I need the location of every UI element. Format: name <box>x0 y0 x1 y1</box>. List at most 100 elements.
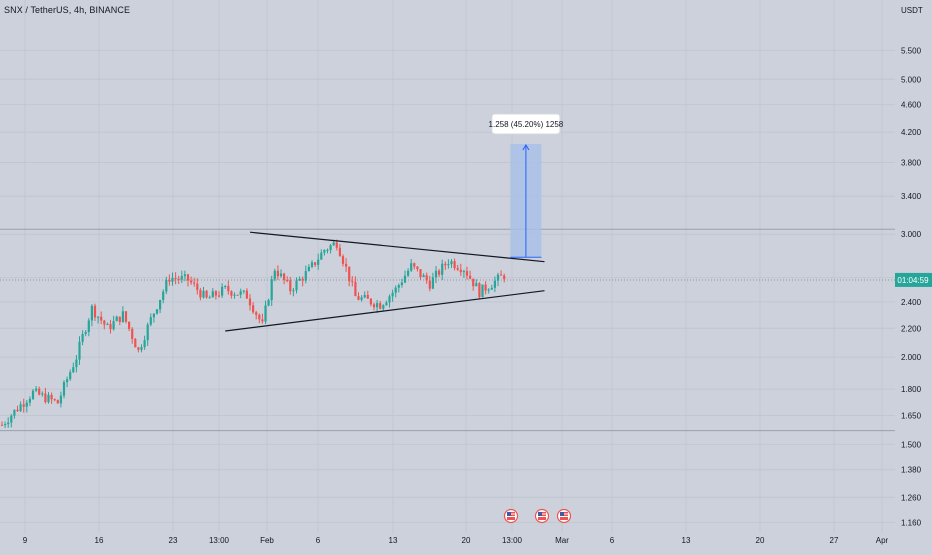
us-flag-icon[interactable] <box>503 508 519 524</box>
candle-body <box>81 334 84 342</box>
candle-body <box>279 273 283 277</box>
candle-body <box>47 394 50 403</box>
candle-body <box>245 290 248 299</box>
time-tick-label: 16 <box>95 536 104 545</box>
countdown-badge <box>895 272 932 287</box>
candle-body <box>186 274 190 281</box>
time-tick-label: 13 <box>682 536 691 545</box>
candle-body <box>363 294 366 298</box>
candle-body <box>450 261 453 265</box>
candle-body <box>118 316 121 322</box>
candle-body <box>242 290 245 292</box>
candle-body <box>134 338 137 348</box>
candle-body <box>484 284 487 291</box>
candle-body <box>239 291 242 295</box>
candle-body <box>62 382 66 396</box>
candle-body <box>298 278 301 281</box>
candle-body <box>273 270 276 280</box>
us-flag-canton <box>507 512 511 516</box>
candle-body <box>137 347 140 350</box>
candle-body <box>391 292 394 297</box>
candle-body <box>413 263 416 267</box>
candle-body <box>338 247 341 257</box>
candle-body <box>202 290 205 298</box>
price-axis[interactable]: 5.5005.0004.6004.2003.8003.4003.0002.600… <box>895 46 932 527</box>
candle-body <box>428 280 431 289</box>
candle-body <box>372 304 376 308</box>
time-tick-label: Apr <box>876 536 889 545</box>
candle-body <box>438 270 441 275</box>
candle-body <box>177 278 180 280</box>
candle-body <box>208 297 211 299</box>
candle-body <box>0 424 4 426</box>
candle-body <box>326 249 329 251</box>
candle-body <box>410 263 413 271</box>
candle-body <box>348 266 351 282</box>
candle-body <box>131 328 134 339</box>
candle-body <box>332 242 335 246</box>
candle-body <box>190 280 193 283</box>
time-tick-label: 20 <box>462 536 471 545</box>
candle-body <box>307 266 310 272</box>
candle-body <box>100 316 103 321</box>
us-flag-icon[interactable] <box>534 508 550 524</box>
measure-arrow-head <box>522 143 530 151</box>
candle-body <box>149 317 152 325</box>
candle-body <box>16 409 19 412</box>
candle-body <box>314 262 317 265</box>
candle-body <box>211 291 214 298</box>
countdown-label: 01:04:59 <box>897 276 929 285</box>
candle-body <box>490 287 493 290</box>
candle-body <box>289 280 292 292</box>
candle-body <box>496 274 500 281</box>
candle-body <box>221 286 224 296</box>
candle-body <box>10 415 13 423</box>
candle-body <box>264 305 267 322</box>
candle-body <box>140 347 143 350</box>
candle-body <box>41 393 44 395</box>
time-tick-label: 23 <box>169 536 178 545</box>
candle-body <box>354 281 357 297</box>
measure-label-box <box>491 113 561 135</box>
candle-body <box>345 263 348 267</box>
candle-body <box>28 398 31 403</box>
price-tick-label: 2.200 <box>901 324 922 333</box>
price-tick-label: 3.000 <box>901 230 922 239</box>
price-tick-label: 4.600 <box>901 101 922 110</box>
candle-body <box>35 388 38 391</box>
candle-body <box>90 305 93 321</box>
candle-body <box>472 278 475 287</box>
us-flag-icon[interactable] <box>556 508 572 524</box>
candle-body <box>69 372 72 380</box>
us-flag-stripe <box>507 516 515 517</box>
candle-body <box>224 286 227 288</box>
candle-body <box>385 302 388 306</box>
time-axis[interactable]: 9 16 23 13:00 Feb 6 13 20 13:00 Mar 6 13 20 27 Apr <box>23 536 889 545</box>
candle-body <box>162 291 165 300</box>
measure-tool[interactable]: 1.258 (45.20%) 1258 <box>489 113 564 258</box>
economic-events[interactable] <box>503 508 572 524</box>
candle-body <box>214 291 217 296</box>
candle-body <box>500 274 503 276</box>
candle-body <box>236 294 239 296</box>
candle-body <box>341 256 345 264</box>
candle-body <box>425 275 428 281</box>
price-tick-label: 2.000 <box>901 353 922 362</box>
symbol-title: SNX / TetherUS, 4h, BINANCE <box>4 5 131 15</box>
candle-body <box>248 298 252 306</box>
candle-body <box>388 296 391 303</box>
candle-body <box>403 275 407 283</box>
candle-body <box>351 281 354 283</box>
trendlines[interactable] <box>225 231 545 332</box>
candle-body <box>146 324 149 341</box>
candle-body <box>503 275 506 280</box>
candle-body <box>124 311 128 322</box>
candle-body <box>128 321 131 329</box>
time-tick-label: 6 <box>610 536 615 545</box>
candle-body <box>270 279 273 301</box>
candle-body <box>310 262 314 267</box>
candle-body <box>115 316 118 322</box>
candle-body <box>59 395 62 404</box>
